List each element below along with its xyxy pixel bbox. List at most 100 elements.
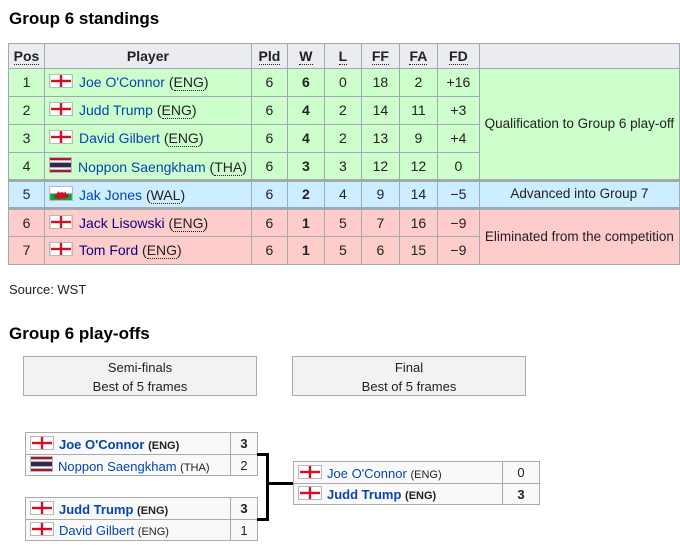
- england-flag-icon: [30, 522, 54, 536]
- playoffs-heading: Group 6 play-offs: [9, 324, 150, 343]
- nationality-label: WAL: [146, 186, 185, 204]
- england-flag-icon: [30, 435, 54, 450]
- player-link[interactable]: Judd Trump: [327, 487, 402, 502]
- team-row: Judd Trump ENG 3: [26, 498, 257, 519]
- wins-cell: 3: [286, 152, 325, 181]
- eliminated-status-cell: Eliminated from the competition: [478, 207, 680, 265]
- col-header-fa: FA: [398, 43, 438, 69]
- wins-cell: 1: [286, 207, 325, 237]
- fd-cell: +3: [436, 96, 480, 125]
- col-header-fd: FD: [436, 43, 480, 69]
- england-flag-icon: [49, 130, 73, 145]
- player-link[interactable]: Jack Lisowski: [79, 214, 165, 231]
- pos-cell: 7: [8, 236, 45, 265]
- bracket-connector-line: [257, 518, 266, 521]
- player-link[interactable]: Judd Trump: [59, 501, 134, 517]
- player-link[interactable]: Judd Trump: [79, 102, 153, 119]
- pld-cell: 6: [250, 68, 288, 97]
- losses-cell: 2: [323, 96, 362, 125]
- ff-cell: 14: [360, 96, 400, 125]
- pos-cell: 5: [8, 179, 45, 209]
- player-cell: David Gilbert ENG: [44, 124, 252, 153]
- final-match: Joe O'Connor ENG 0 Judd Trump ENG 3: [293, 461, 540, 505]
- source-note: Source: WST: [9, 282, 87, 297]
- standings-table: Pos Player Pld W L FF FA FD 1 Joe O'Conn…: [8, 43, 680, 265]
- player-link[interactable]: Jak Jones: [79, 186, 143, 203]
- nationality-label: ENG: [137, 504, 168, 517]
- england-flag-icon: [49, 102, 73, 117]
- fd-cell: 0: [436, 152, 480, 181]
- advanced-status-cell: Advanced into Group 7: [478, 179, 680, 209]
- losses-cell: 5: [323, 207, 362, 237]
- team-name: Judd Trump ENG: [26, 500, 230, 517]
- table-row: 6 Jack Lisowski ENG 6 1 5 7 16 −9 Elimin…: [8, 207, 680, 265]
- team-row: David Gilbert ENG 1: [26, 519, 257, 540]
- player-link[interactable]: Noppon Saengkham: [78, 158, 206, 175]
- player-link[interactable]: Joe O'Connor: [79, 74, 165, 91]
- player-cell: Tom Ford ENG: [44, 236, 252, 265]
- fa-cell: 2: [398, 68, 438, 97]
- player-cell: Jak Jones WAL: [44, 179, 252, 209]
- thailand-flag-icon: [30, 456, 53, 472]
- ff-cell: 13: [360, 124, 400, 153]
- round-subtitle: Best of 5 frames: [92, 379, 188, 394]
- fa-cell: 15: [398, 236, 438, 265]
- player-link[interactable]: David Gilbert: [79, 130, 160, 147]
- standings-heading: Group 6 standings: [9, 9, 160, 28]
- player-link[interactable]: Noppon Saengkham: [58, 459, 177, 474]
- score-cell: 0: [502, 462, 539, 483]
- ff-cell: 18: [360, 68, 400, 97]
- nationality-label: THA: [180, 462, 210, 474]
- team-name: Joe O'Connor ENG: [26, 435, 230, 452]
- nationality-label: ENG: [405, 490, 436, 502]
- player-cell: Jack Lisowski ENG: [44, 207, 252, 237]
- player-link[interactable]: Joe O'Connor: [59, 436, 145, 452]
- ff-cell: 9: [360, 179, 400, 209]
- pld-cell: 6: [250, 124, 288, 153]
- col-header-ff: FF: [360, 43, 400, 69]
- team-name: Noppon Saengkham THA: [26, 456, 230, 474]
- losses-cell: 5: [323, 236, 362, 265]
- team-row: Joe O'Connor ENG 0: [294, 462, 539, 483]
- pos-cell: 2: [8, 96, 45, 125]
- table-row: 4 Noppon Saengkham THA 6 3 3 12 12 0: [8, 152, 680, 181]
- player-link[interactable]: Tom Ford: [79, 242, 139, 259]
- score-cell: 2: [230, 455, 257, 475]
- wins-cell: 6: [286, 68, 325, 97]
- wins-cell: 1: [286, 236, 325, 265]
- nationality-label: ENG: [164, 130, 204, 148]
- nationality-label: ENG: [142, 242, 182, 260]
- nationality-label: THA: [210, 158, 247, 176]
- england-flag-icon: [49, 74, 73, 89]
- round-title: Final: [394, 360, 424, 375]
- nationality-label: ENG: [138, 526, 169, 538]
- player-cell: Joe O'Connor ENG: [44, 68, 252, 97]
- table-row: 7 Tom Ford ENG 6 1 5 6 15 −9: [8, 236, 680, 265]
- nationality-label: ENG: [157, 102, 197, 120]
- player-cell: Judd Trump ENG: [44, 96, 252, 125]
- qualification-status-cell: Qualification to Group 6 play-off: [478, 68, 680, 181]
- fa-cell: 16: [398, 207, 438, 237]
- score-cell: 3: [230, 498, 257, 519]
- ff-cell: 12: [360, 152, 400, 181]
- pos-cell: 4: [8, 152, 45, 181]
- fa-cell: 12: [398, 152, 438, 181]
- fd-cell: −9: [436, 207, 480, 237]
- player-link[interactable]: David Gilbert: [59, 523, 135, 538]
- team-name: Joe O'Connor ENG: [294, 464, 502, 481]
- nationality-label: ENG: [148, 439, 179, 452]
- losses-cell: 4: [323, 179, 362, 209]
- nationality-label: ENG: [168, 214, 208, 232]
- col-header-pld: Pld: [250, 43, 288, 69]
- england-flag-icon: [298, 486, 322, 500]
- table-row: 5 Jak Jones WAL 6 2 4 9 14 −5 Advanced i…: [8, 179, 680, 209]
- pld-cell: 6: [250, 236, 288, 265]
- wales-flag-icon: [49, 185, 73, 201]
- bracket-connector-line: [257, 453, 266, 456]
- semifinal-1-match: Joe O'Connor ENG 3 Noppon Saengkham THA …: [25, 432, 258, 476]
- team-name: David Gilbert ENG: [26, 522, 230, 538]
- england-flag-icon: [298, 464, 322, 479]
- player-link[interactable]: Joe O'Connor: [327, 465, 407, 481]
- col-header-w: W: [286, 43, 325, 69]
- wins-cell: 4: [286, 96, 325, 125]
